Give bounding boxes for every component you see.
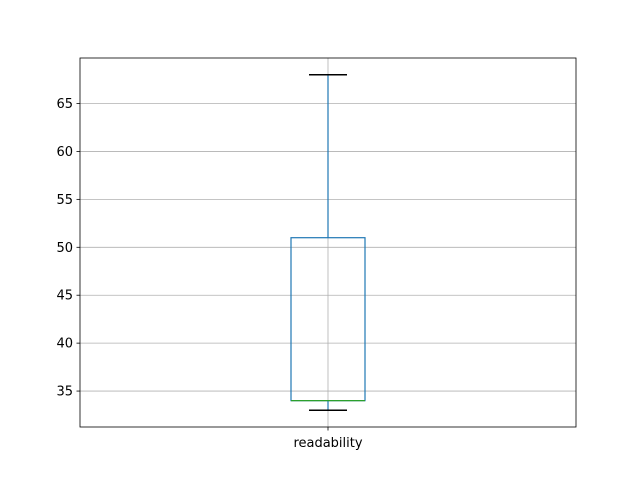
y-tick-label: 45 [56, 289, 73, 304]
y-tick-label: 50 [56, 241, 73, 256]
y-tick-label: 40 [56, 337, 73, 352]
x-tick-label: readability [293, 436, 362, 451]
y-tick-label: 55 [56, 193, 73, 208]
y-tick-label: 60 [56, 145, 73, 160]
plot-frame [79, 57, 577, 428]
y-tick-label: 35 [56, 385, 73, 400]
y-tick-label: 65 [56, 97, 73, 112]
